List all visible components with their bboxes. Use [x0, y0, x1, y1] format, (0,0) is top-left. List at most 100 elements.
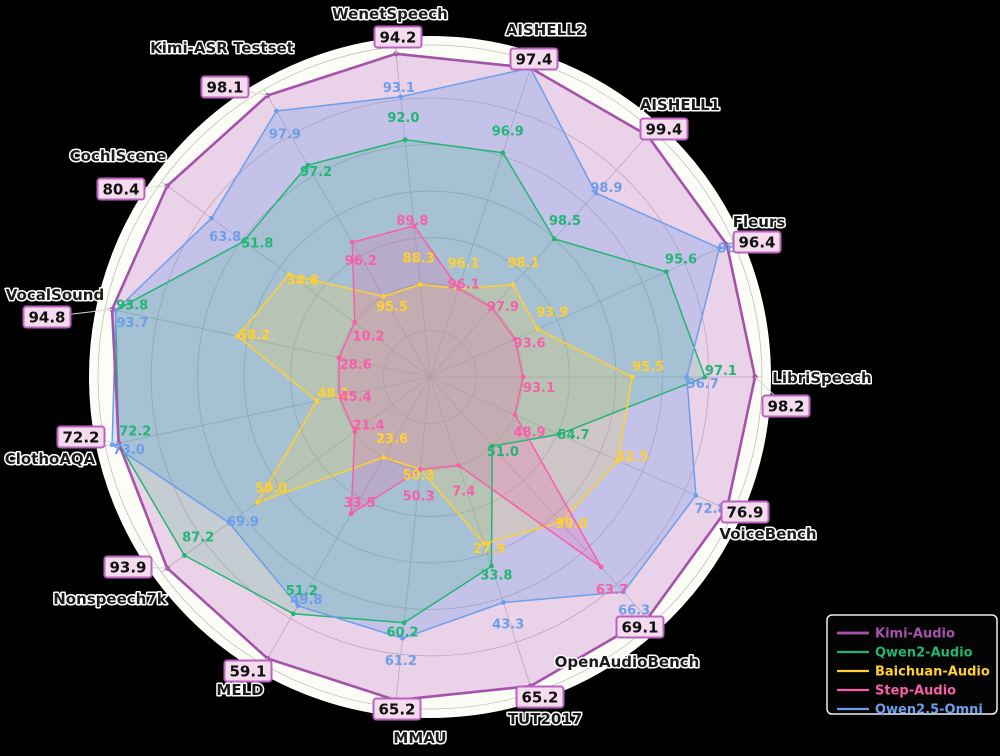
- kimi-value-box: [515, 685, 565, 709]
- data-point: [716, 245, 722, 251]
- kimi-value-box: [96, 177, 146, 201]
- data-point: [241, 239, 246, 244]
- data-point: [255, 499, 260, 505]
- data-point: [109, 442, 115, 447]
- data-point: [352, 429, 358, 435]
- grid-spoke: [429, 376, 653, 624]
- grid-spoke: [429, 61, 533, 378]
- value-label: 72.2: [119, 425, 151, 440]
- series-outline: [111, 67, 721, 640]
- value-label: 50.3: [403, 468, 435, 483]
- kimi-value-box: [639, 117, 689, 141]
- value-label: 7.4: [452, 485, 475, 500]
- kimi-value-box: [761, 394, 811, 418]
- value-label: 97.9: [487, 300, 519, 315]
- legend-label: Qwen2.5-Omni: [875, 703, 983, 718]
- data-point: [417, 282, 423, 287]
- kimi-value-label: 94.8: [28, 309, 65, 327]
- value-label: 72.8: [694, 502, 726, 517]
- value-label: 59.0: [255, 481, 287, 496]
- legend-label: Step-Audio: [875, 684, 956, 699]
- data-point: [235, 333, 240, 339]
- series-fill-step-audio: [339, 225, 602, 568]
- grid-spoke: [394, 46, 431, 378]
- legend-entry-baichuan-audio: Baichuan-Audio: [837, 665, 990, 680]
- value-label: 93.8: [116, 299, 148, 314]
- data-point: [402, 137, 408, 143]
- grid-spoke: [429, 241, 734, 378]
- value-label: 93.1: [523, 381, 555, 396]
- legend-label: Baichuan-Audio: [875, 665, 990, 680]
- series-outline: [114, 139, 706, 624]
- data-point: [489, 563, 494, 569]
- data-point: [417, 467, 423, 472]
- value-label: 98.9: [590, 181, 622, 196]
- series-fill-baichuan-audio: [237, 274, 633, 544]
- axis-name-aishell2: AISHELL2: [506, 21, 586, 39]
- grid-spoke: [263, 89, 431, 378]
- value-label: 43.3: [492, 618, 524, 633]
- legend-label: Kimi-Audio: [875, 627, 955, 642]
- value-label: 95.6: [665, 252, 697, 267]
- axis-annotations: 98.2 96.4 99.4 97.4 94.2 98.1 80.4 94.8 72.2 93.9…: [3, 4, 873, 749]
- grid-spoke: [161, 376, 431, 573]
- data-point: [489, 305, 495, 311]
- axis-name-kimi-asr-testset: Kimi-ASR Testset: [150, 39, 294, 57]
- series-outline: [110, 52, 757, 702]
- data-point: [510, 282, 516, 288]
- data-point: [349, 239, 355, 245]
- data-point: [113, 307, 119, 313]
- grid-spoke: [161, 181, 431, 378]
- data-point: [512, 412, 518, 418]
- data-point: [500, 150, 506, 156]
- kimi-value-label: 65.2: [521, 689, 558, 707]
- data-point: [481, 541, 487, 547]
- data-point: [398, 94, 403, 100]
- data-point: [629, 374, 635, 380]
- grid-spoke: [429, 130, 653, 378]
- kimi-value-box: [22, 305, 72, 329]
- axis-name-fleurs: Fleurs: [733, 213, 786, 231]
- series-outline: [236, 273, 633, 545]
- axis-name-voicebench: VoiceBench: [719, 525, 816, 543]
- value-label: 98.1: [508, 256, 540, 271]
- data-point: [520, 374, 526, 380]
- value-label: 97.9: [269, 128, 301, 143]
- axis-name-cochlscene: CochlScene: [70, 147, 167, 165]
- data-point: [702, 374, 708, 380]
- value-label: 95.5: [376, 300, 408, 315]
- value-label: 10.2: [352, 329, 384, 344]
- data-point: [456, 286, 462, 291]
- data-point: [535, 326, 541, 332]
- data-point: [663, 269, 669, 275]
- value-label: 58.2: [238, 329, 270, 344]
- value-label: 93.6: [514, 337, 546, 352]
- kimi-value-label: 98.2: [767, 398, 804, 416]
- value-label: 27.9: [473, 542, 505, 557]
- data-point: [393, 51, 399, 57]
- data-point: [615, 458, 621, 464]
- value-label: 89.8: [396, 214, 428, 229]
- data-point: [274, 108, 279, 114]
- kimi-value-label: 98.1: [206, 79, 243, 97]
- value-label: 33.5: [344, 496, 376, 511]
- data-point: [400, 635, 405, 641]
- axis-name-clothoaqa: ClothoAQA: [5, 450, 96, 468]
- data-point: [456, 463, 462, 468]
- value-label: 54.7: [557, 428, 589, 443]
- value-label: 93.1: [383, 81, 415, 96]
- kimi-value-label: 72.2: [62, 429, 99, 447]
- data-point: [556, 431, 562, 437]
- value-label: 73.0: [113, 443, 145, 458]
- value-label: 28.6: [340, 358, 372, 373]
- data-point: [209, 215, 214, 221]
- value-label: 48.1: [317, 387, 349, 402]
- data-point: [381, 294, 386, 299]
- data-point: [381, 455, 386, 460]
- value-label: 34.8: [287, 274, 319, 289]
- value-label: 66.3: [618, 604, 650, 619]
- value-label: 87.2: [182, 530, 214, 545]
- kimi-value-box: [200, 75, 250, 99]
- value-label: 92.0: [387, 111, 419, 126]
- value-label: 95.5: [632, 360, 664, 375]
